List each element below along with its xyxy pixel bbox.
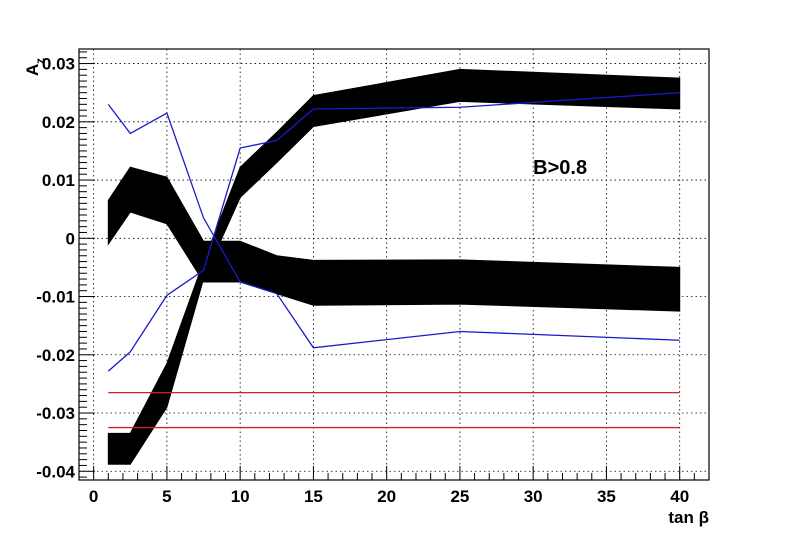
x-tick-label: 25: [450, 487, 469, 506]
y-tick-label: 0.01: [42, 171, 75, 190]
band: [107, 166, 681, 312]
x-tick-label: 40: [670, 487, 689, 506]
x-tick-label: 15: [304, 487, 323, 506]
band: [107, 68, 681, 465]
axis-ticks: [78, 51, 710, 480]
y-axis-title-main: A: [23, 64, 42, 76]
plot-frame: [78, 48, 710, 481]
x-tick-label: 10: [231, 487, 250, 506]
x-tick-label: 30: [524, 487, 543, 506]
y-tick-label: 0.02: [42, 113, 75, 132]
x-tick-label: 20: [377, 487, 396, 506]
x-tick-label: 35: [597, 487, 616, 506]
y-tick-label: -0.03: [36, 404, 75, 423]
y-tick-label: 0.03: [42, 55, 75, 74]
x-tick-label: 5: [162, 487, 171, 506]
y-axis-title: A z: [23, 58, 47, 76]
series-lines: [107, 92, 680, 429]
y-tick-label: 0: [66, 229, 75, 248]
x-axis-title: tan β: [668, 508, 709, 527]
y-tick-label: -0.01: [36, 288, 75, 307]
x-tick-labels: 0 5 10 15 20 25 30 35 40: [89, 487, 689, 506]
y-tick-label: -0.04: [36, 462, 75, 481]
y-tick-label: -0.02: [36, 346, 75, 365]
x-tick-label: 0: [89, 487, 98, 506]
series-line: [107, 103, 680, 349]
bands: [107, 68, 681, 465]
annotation-label: B>0.8: [533, 157, 587, 179]
y-tick-labels: 0.03 0.02 0.01 0 -0.01 -0.02 -0.03 -0.04: [36, 55, 75, 482]
y-axis-title-sub: z: [33, 58, 47, 64]
series-line: [107, 92, 680, 372]
